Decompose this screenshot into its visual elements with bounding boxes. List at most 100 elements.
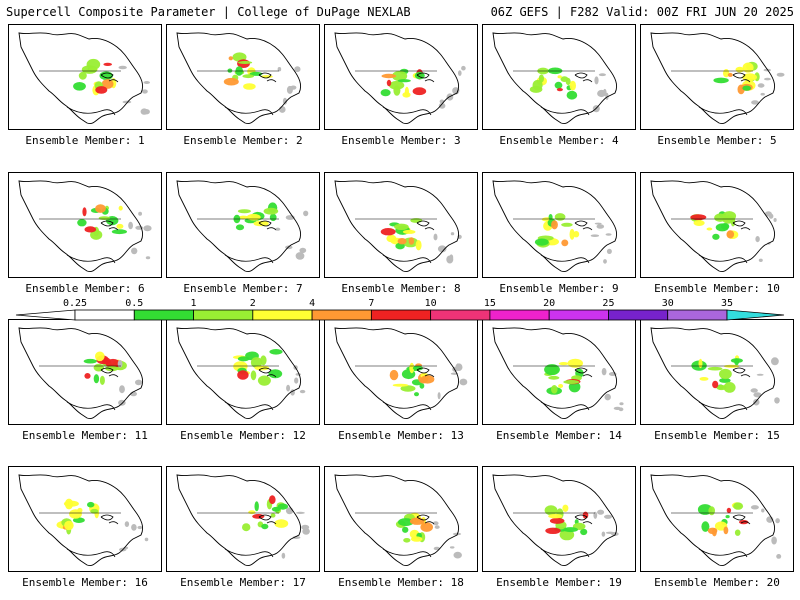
north-america-map (18, 32, 150, 124)
scp-shading (534, 213, 612, 264)
color-scale-bar (15, 309, 785, 321)
colorbar-tick-label: 4 (309, 298, 316, 309)
colorbar-tick-label: 0.25 (62, 298, 88, 309)
scp-shading (223, 52, 301, 113)
scp-shading (73, 58, 150, 115)
great-lakes (100, 367, 119, 378)
gulf-coast (540, 401, 590, 411)
great-lakes (732, 514, 751, 525)
north-america-map (176, 32, 302, 124)
ensemble-member-map (324, 466, 478, 572)
north-america-map (492, 327, 624, 419)
ensemble-member-map (8, 319, 162, 425)
great-lakes (416, 220, 435, 231)
ensemble-member-map (8, 172, 162, 278)
scp-shading (389, 362, 468, 400)
ensemble-member-caption: Ensemble Member: 18 (338, 576, 464, 589)
ensemble-member-caption: Ensemble Member: 6 (25, 282, 145, 295)
ensemble-member-map (640, 466, 794, 572)
gulf-coast (224, 548, 274, 558)
colorbar-segment (430, 309, 491, 321)
scp-shading (380, 218, 462, 264)
ensemble-member-map (166, 172, 320, 278)
ensemble-member-caption: Ensemble Member: 14 (496, 429, 622, 442)
ensemble-member-caption: Ensemble Member: 12 (180, 429, 306, 442)
colorbar-high-arrow (726, 309, 785, 321)
gulf-coast (698, 254, 748, 264)
scp-shading (242, 495, 310, 559)
gulf-coast (66, 254, 116, 264)
scp-shading (233, 202, 309, 260)
colorbar-segment (311, 309, 372, 321)
coastline (176, 32, 302, 124)
colorbar-segment (667, 309, 728, 321)
north-america-map (492, 474, 619, 566)
great-lakes (732, 367, 751, 378)
gulf-coast (224, 254, 274, 264)
great-lakes (258, 367, 277, 378)
north-america-map (334, 180, 462, 272)
great-lakes (732, 220, 751, 231)
gulf-coast (698, 548, 748, 558)
colorbar-segment (252, 309, 313, 321)
colorbar-segment (193, 309, 254, 321)
ensemble-member-map (324, 172, 478, 278)
ensemble-member-caption: Ensemble Member: 19 (496, 576, 622, 589)
colorbar-tick-label: 0.5 (125, 298, 144, 309)
coastline (334, 327, 460, 419)
gulf-coast (224, 401, 274, 411)
north-america-map (650, 474, 782, 566)
coastline (334, 180, 460, 272)
ensemble-member-caption: Ensemble Member: 15 (654, 429, 780, 442)
great-lakes (416, 514, 435, 525)
gulf-coast (66, 401, 116, 411)
gulf-coast (66, 106, 116, 116)
scp-shading (83, 351, 143, 406)
ensemble-member-map (166, 466, 320, 572)
ensemble-member-caption: Ensemble Member: 16 (22, 576, 148, 589)
colorbar-tick-label: 25 (602, 298, 615, 309)
coastline (492, 474, 618, 566)
great-lakes (574, 367, 593, 378)
ensemble-member-map (640, 24, 794, 130)
gulf-coast (698, 401, 748, 411)
ensemble-member-map (324, 24, 478, 130)
ensemble-member-map (8, 24, 162, 130)
north-america-map (18, 474, 149, 566)
ensemble-member-map (8, 466, 162, 572)
coastline (334, 474, 460, 566)
scp-shading (697, 502, 782, 559)
ensemble-member-caption: Ensemble Member: 2 (183, 134, 303, 147)
ensemble-member-map (324, 319, 478, 425)
ensemble-member-map (482, 172, 636, 278)
scp-shading (544, 358, 624, 412)
gulf-coast (382, 254, 432, 264)
colorbar-tick-label: 20 (543, 298, 556, 309)
great-lakes (416, 72, 435, 83)
gulf-coast (698, 106, 748, 116)
ensemble-member-map (640, 319, 794, 425)
scp-shading (77, 204, 152, 260)
ensemble-member-caption: Ensemble Member: 10 (654, 282, 780, 295)
gulf-coast (382, 401, 432, 411)
model-run-info: 06Z GEFS | F282 Valid: 00Z FRI JUN 20 20… (490, 5, 794, 19)
great-lakes (574, 72, 593, 83)
colorbar-tick-label: 15 (483, 298, 496, 309)
great-lakes (100, 220, 119, 231)
coastline (492, 180, 618, 272)
north-america-map (492, 180, 618, 272)
scp-shading (395, 512, 462, 559)
coastline (176, 327, 302, 419)
gulf-coast (66, 548, 116, 558)
colorbar-tick-label: 35 (720, 298, 734, 309)
great-lakes (574, 220, 593, 231)
scp-shading (380, 65, 466, 109)
colorbar-low-arrow (15, 309, 76, 321)
north-america-map (650, 327, 780, 419)
colorbar-tick-label: 1 (190, 298, 197, 309)
gulf-coast (224, 106, 274, 116)
gulf-coast (540, 106, 590, 116)
great-lakes (416, 367, 435, 378)
great-lakes (732, 72, 751, 83)
ensemble-member-map (482, 24, 636, 130)
